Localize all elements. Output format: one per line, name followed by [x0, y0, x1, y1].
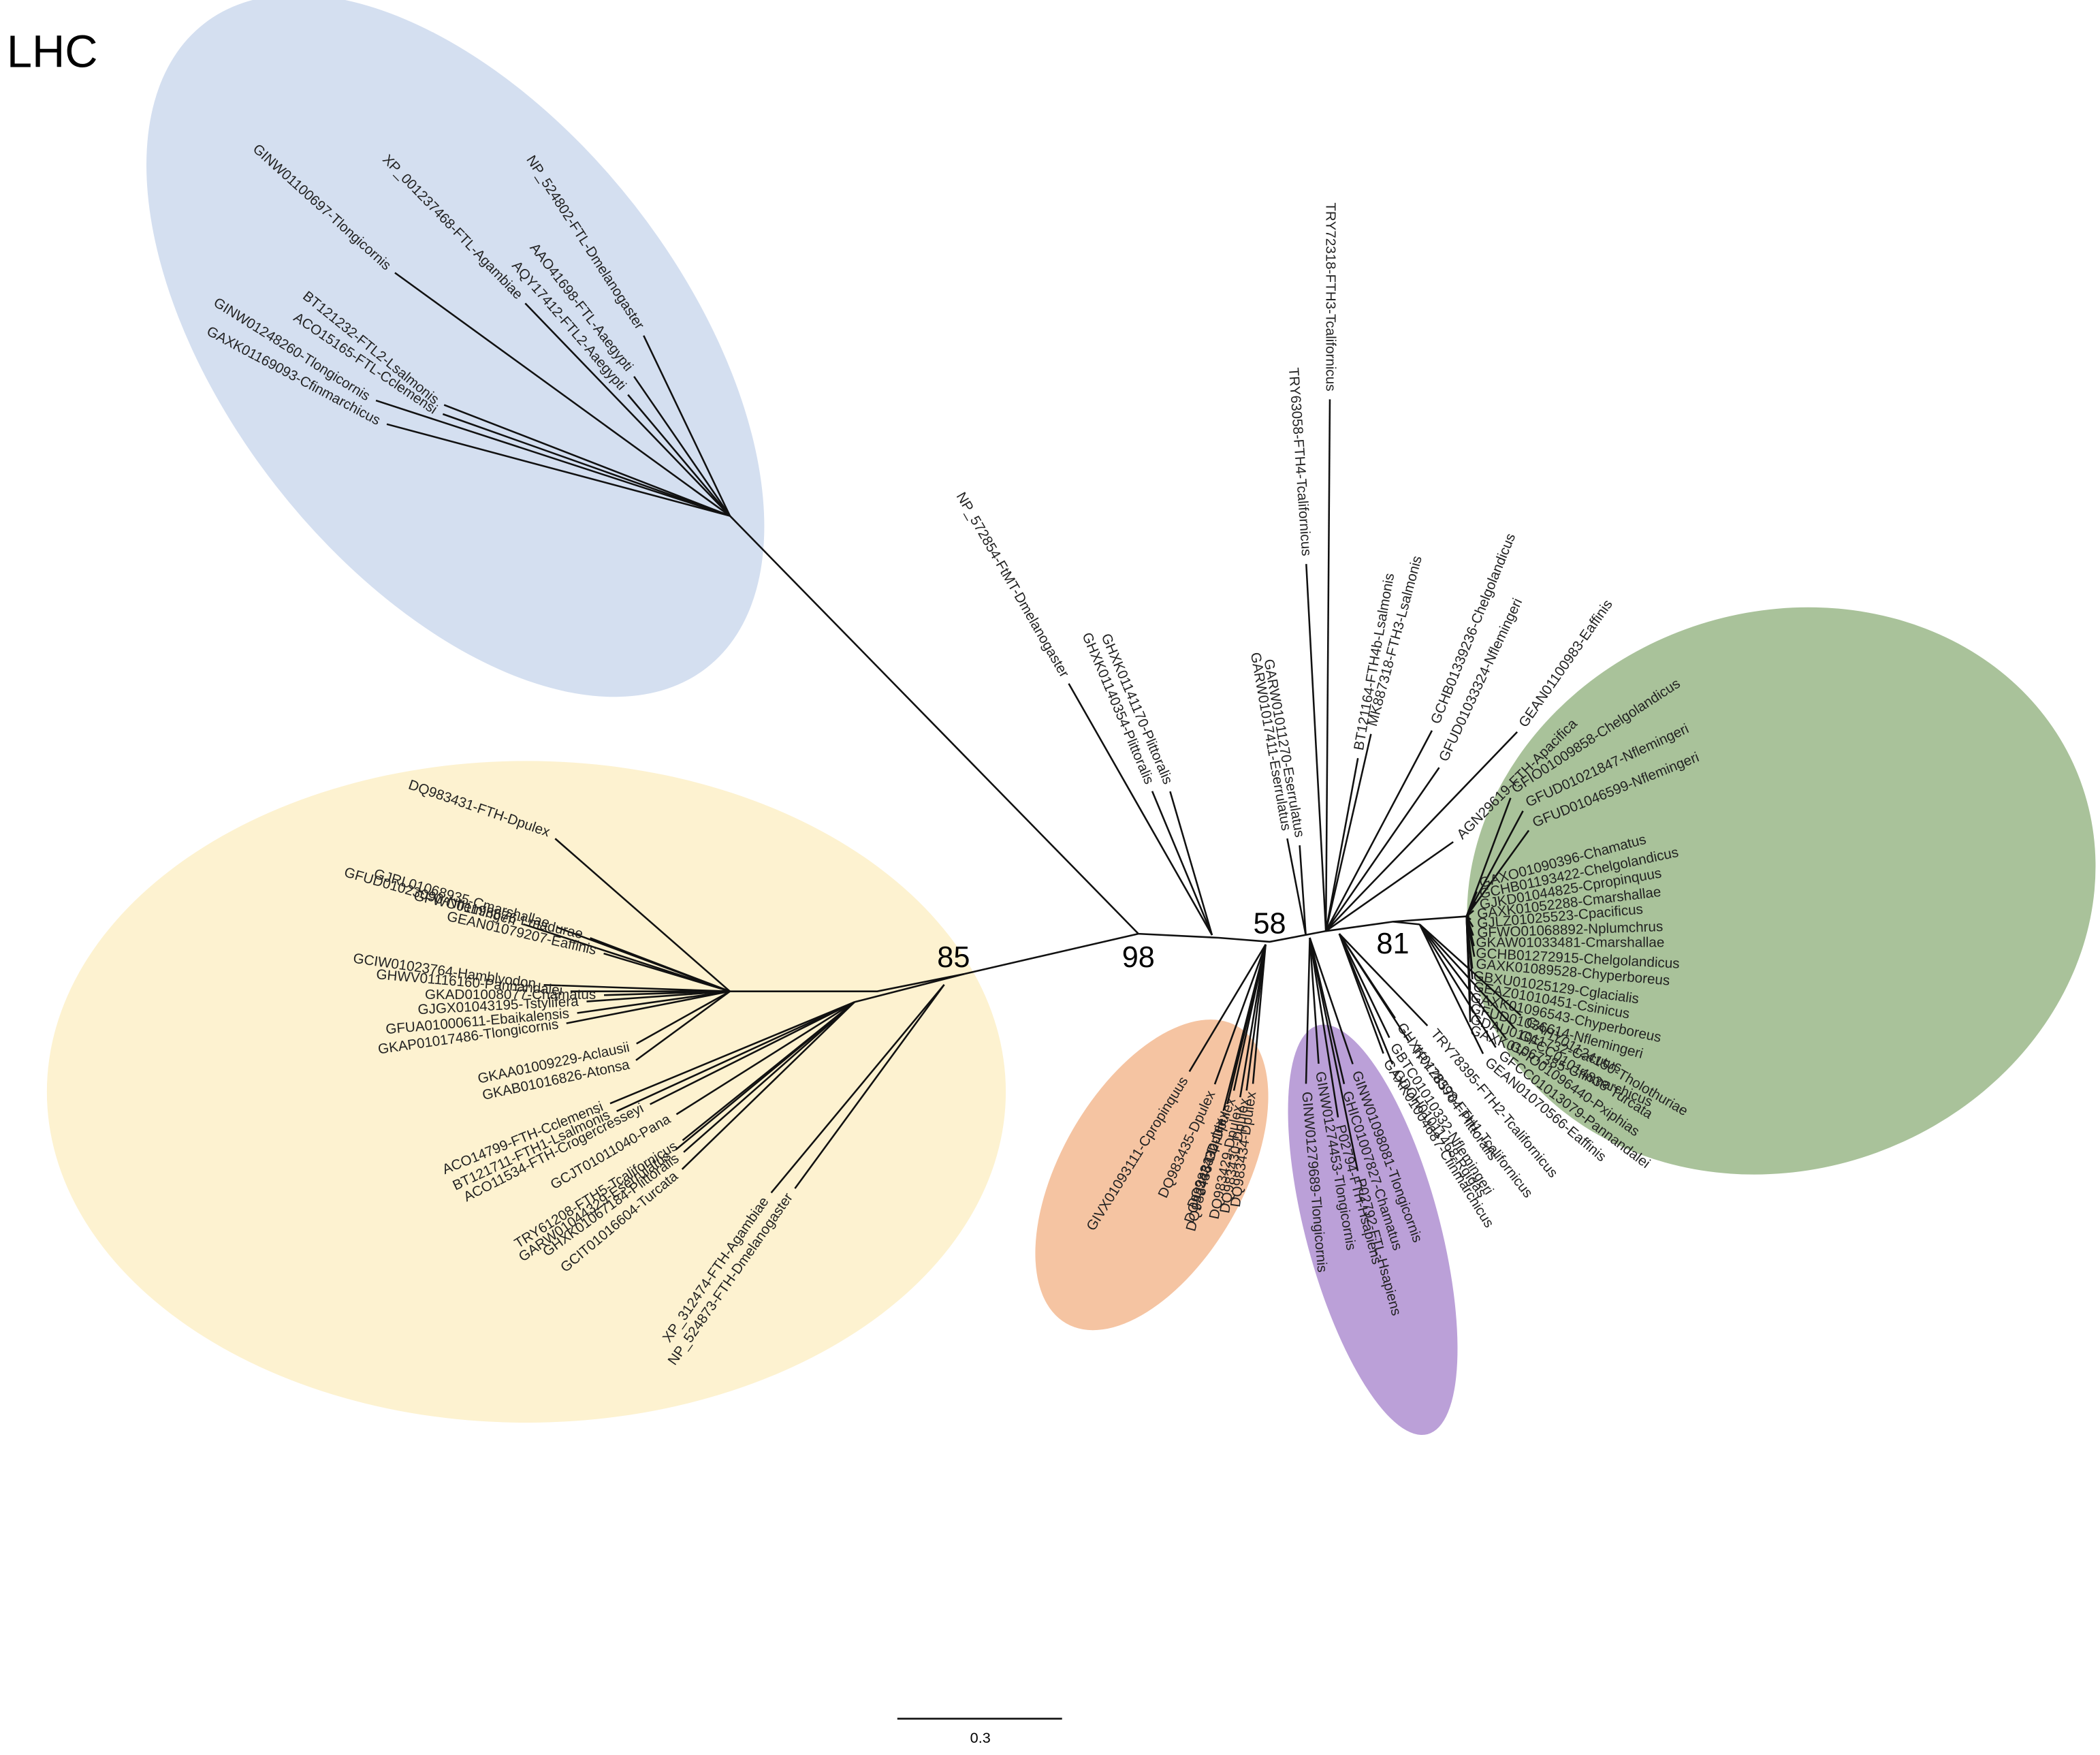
branch: [1239, 944, 1267, 1098]
branch: [729, 932, 1139, 992]
branch: [1418, 923, 1484, 1054]
leaf-label: GKAD01008077-Chamatus: [425, 987, 596, 1002]
branch: [1309, 937, 1320, 1064]
branch: [603, 952, 731, 992]
branch: [1418, 923, 1516, 1029]
branch: [854, 973, 965, 1003]
branch: [1305, 564, 1327, 932]
branch: [1325, 730, 1433, 932]
branch: [1465, 829, 1530, 917]
branch: [681, 1001, 855, 1170]
branch: [1324, 758, 1359, 932]
branch: [1338, 933, 1429, 1027]
branch: [577, 990, 731, 1014]
branch: [590, 937, 731, 992]
leaf-label: TRY72318-FTH3-Tcalifornicus: [1323, 202, 1339, 391]
leaf-label: TRY63058-FTH4-Tcalifornicus: [1286, 367, 1314, 556]
branch: [394, 272, 731, 517]
clade-ellipse: [46, 761, 1006, 1423]
branch: [1325, 767, 1440, 932]
branch: [636, 990, 731, 1045]
title: LHC: [7, 27, 98, 78]
branch: [375, 399, 731, 517]
branch: [1252, 944, 1267, 1084]
branch: [386, 423, 731, 517]
branch: [683, 1001, 855, 1153]
branch: [1213, 944, 1267, 1085]
leaf-label: GKAW01033481-Cmarshallae: [1476, 934, 1664, 950]
branch: [1309, 937, 1354, 1064]
scale-label: 0.3: [970, 1729, 991, 1746]
branch: [1393, 921, 1420, 926]
branch: [443, 404, 731, 517]
support-value: 81: [1376, 928, 1409, 960]
clade-ellipse: [1288, 1024, 1458, 1436]
branch: [1299, 845, 1307, 936]
branch: [650, 1001, 855, 1105]
branch: [1222, 944, 1267, 1111]
branch: [554, 838, 731, 992]
branch: [633, 376, 731, 517]
support-value: 58: [1253, 908, 1286, 940]
branch: [1465, 810, 1524, 917]
branch: [609, 1001, 855, 1105]
branch: [675, 1001, 855, 1151]
branch: [1418, 923, 1507, 1039]
branch: [586, 990, 731, 1002]
clade-ellipse: [146, 0, 765, 697]
branch: [794, 984, 945, 1189]
branch: [643, 335, 731, 517]
branch: [1338, 933, 1394, 1065]
branch: [1245, 944, 1267, 1091]
branch: [1068, 683, 1213, 936]
leaf-label: NP_572854-FtMT-Dmelanogaster: [953, 490, 1072, 680]
branch: [635, 990, 731, 1061]
branch: [1188, 944, 1267, 1073]
support-value: 85: [937, 941, 970, 974]
support-value: 98: [1122, 941, 1155, 974]
branch: [770, 984, 945, 1194]
branch: [524, 302, 731, 517]
branch: [1169, 791, 1213, 936]
branch: [1309, 937, 1359, 1171]
branch: [1286, 838, 1307, 936]
branch: [1324, 399, 1331, 932]
branch: [1309, 937, 1339, 1118]
branch: [1151, 791, 1213, 936]
branch: [543, 983, 730, 992]
branch: [1338, 933, 1396, 1019]
branch: [1418, 923, 1522, 1017]
clade-ellipse: [1035, 1019, 1269, 1331]
branch: [442, 413, 731, 517]
clade-ellipse: [1467, 607, 2096, 1175]
branch: [675, 1001, 855, 1116]
branch: [1418, 923, 1497, 1048]
branch: [1324, 733, 1372, 932]
backbone: [729, 515, 1467, 1003]
branch: [1465, 901, 1477, 917]
branch: [627, 394, 731, 517]
branch: [616, 1001, 855, 1112]
branch: [1325, 841, 1454, 932]
branch: [566, 990, 731, 1024]
branch: [1305, 937, 1311, 1084]
branch: [1325, 731, 1518, 932]
branch: [1338, 933, 1390, 1039]
